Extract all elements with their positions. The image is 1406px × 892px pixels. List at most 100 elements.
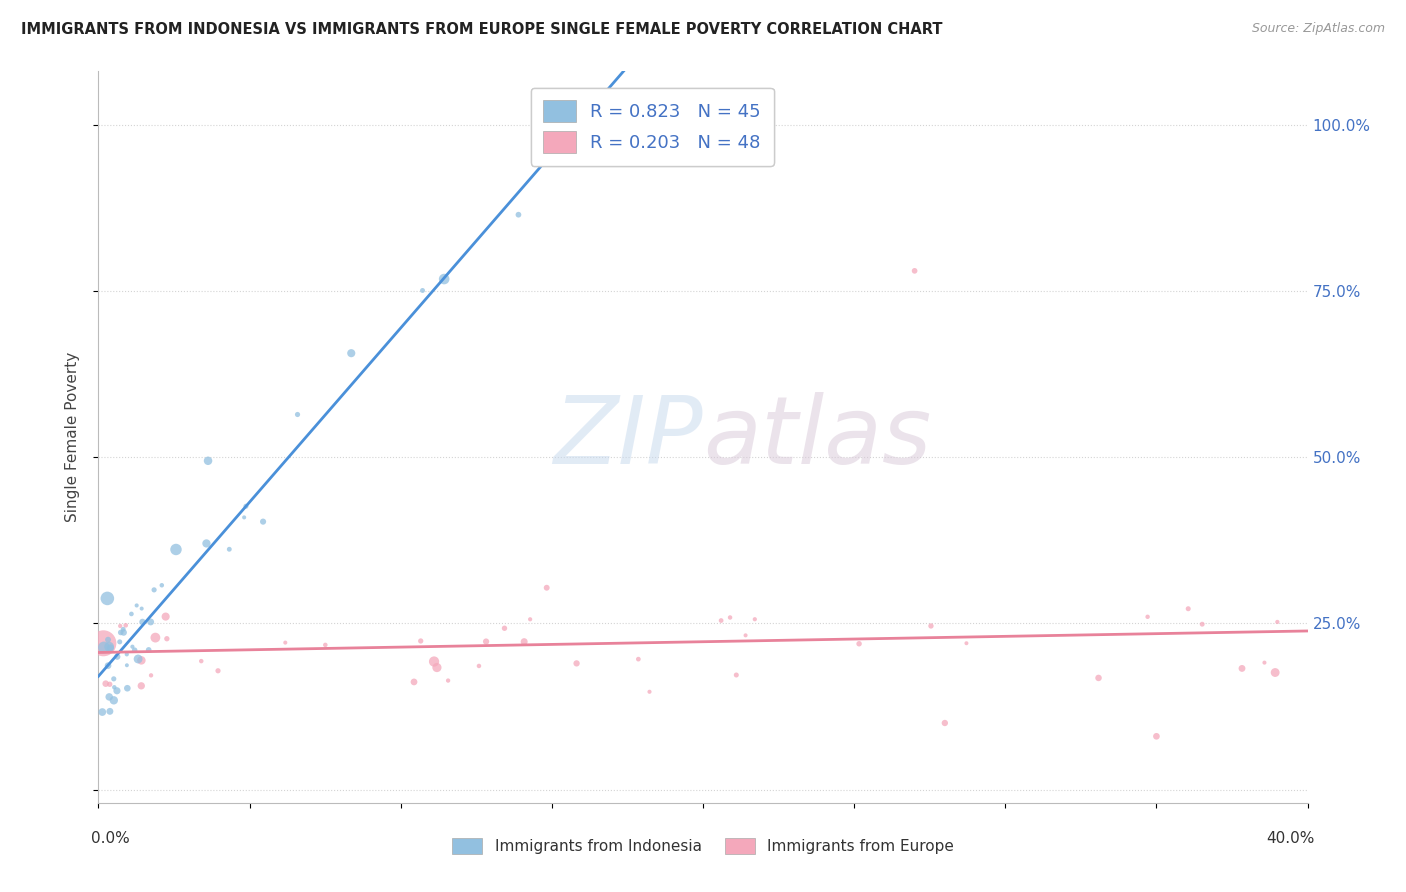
Point [155,609,177,624]
Point [494,621,516,635]
Text: 0.0%: 0.0% [91,831,131,846]
Point [409,634,432,648]
Point [426,660,449,674]
Point [1177,601,1199,615]
Text: IMMIGRANTS FROM INDONESIA VS IMMIGRANTS FROM EUROPE SINGLE FEMALE POVERTY CORREL: IMMIGRANTS FROM INDONESIA VS IMMIGRANTS … [21,22,942,37]
Point [475,634,498,648]
Point [120,607,142,621]
Point [519,612,541,626]
Point [105,683,128,698]
Point [156,632,179,646]
Point [110,625,132,640]
Point [131,615,153,629]
Point [1230,661,1253,675]
Point [340,346,363,360]
Point [536,581,558,595]
Point [1253,656,1275,670]
Point [121,640,143,654]
Point [848,637,870,651]
Point [125,599,148,613]
Point [402,675,425,690]
Point [139,668,162,682]
Point [98,704,121,718]
Point [94,676,117,690]
Point [129,679,152,693]
Point [744,612,766,626]
Point [124,643,146,657]
Point [131,653,153,667]
Point [165,542,187,557]
Point [127,652,149,666]
Point [197,454,219,468]
Point [195,536,218,550]
Point [105,649,128,664]
Point [139,615,162,629]
Text: Source: ZipAtlas.com: Source: ZipAtlas.com [1251,22,1385,36]
Point [114,618,136,632]
Point [710,614,733,628]
Point [423,655,446,669]
Point [131,601,153,615]
Point [96,591,118,606]
Text: atlas: atlas [703,392,931,483]
Point [934,716,956,731]
Point [150,578,173,592]
Point [287,408,309,422]
Legend: Immigrants from Indonesia, Immigrants from Europe: Immigrants from Indonesia, Immigrants fr… [444,830,962,862]
Legend: R = 0.823   N = 45, R = 0.203   N = 48: R = 0.823 N = 45, R = 0.203 N = 48 [530,87,773,166]
Point [93,640,115,655]
Point [98,690,121,704]
Point [904,264,927,278]
Point [97,632,120,647]
Point [108,635,131,649]
Y-axis label: Single Female Poverty: Single Female Poverty [65,352,80,522]
Point [314,638,336,652]
Point [412,284,434,298]
Text: ZIP: ZIP [554,392,703,483]
Point [112,623,135,637]
Point [734,628,756,642]
Point [98,640,121,654]
Point [565,657,588,671]
Point [235,500,257,514]
Point [97,658,120,673]
Point [433,272,456,286]
Point [955,636,977,650]
Point [91,705,114,719]
Point [218,542,240,557]
Point [112,625,135,640]
Point [1136,609,1159,624]
Point [718,610,741,624]
Point [1087,671,1109,685]
Point [1264,665,1286,680]
Point [103,681,125,695]
Point [138,643,160,657]
Point [468,659,491,673]
Point [98,677,121,691]
Point [252,515,274,529]
Point [1144,729,1167,743]
Point [513,634,536,648]
Point [508,208,530,222]
Point [117,681,139,696]
Point [93,636,115,650]
Point [920,619,942,633]
Point [115,658,138,673]
Point [627,652,650,666]
Point [638,685,661,699]
Point [103,672,125,686]
Point [143,582,166,597]
Point [103,693,125,707]
Text: 40.0%: 40.0% [1267,831,1315,846]
Point [437,673,460,688]
Point [274,635,297,649]
Point [233,510,256,524]
Point [725,668,748,682]
Point [190,654,212,668]
Point [596,104,619,119]
Point [100,640,122,655]
Point [1267,615,1289,629]
Point [115,648,138,662]
Point [1191,617,1213,632]
Point [145,631,167,645]
